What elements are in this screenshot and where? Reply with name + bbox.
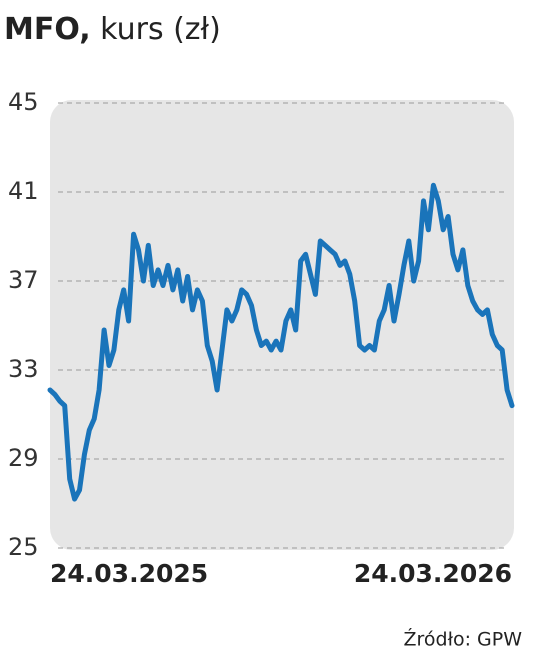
y-tick-label: 25 — [8, 533, 39, 561]
chart-title: MFO, kurs (zł) — [4, 12, 221, 47]
y-tick-label: 33 — [8, 355, 39, 383]
plot-background — [50, 100, 514, 550]
title-rest: kurs (zł) — [100, 12, 221, 47]
y-tick-label: 29 — [8, 444, 39, 472]
y-tick-label: 37 — [8, 266, 39, 294]
y-tick-label: 45 — [8, 88, 39, 116]
source: Źródło: GPW — [403, 628, 522, 651]
x-tick-label: 24.03.2025 — [50, 559, 208, 588]
y-tick-label: 41 — [8, 177, 39, 205]
price-line — [47, 182, 515, 502]
x-tick-label: 24.03.2026 — [354, 559, 512, 588]
title-bold: MFO, — [4, 12, 91, 47]
